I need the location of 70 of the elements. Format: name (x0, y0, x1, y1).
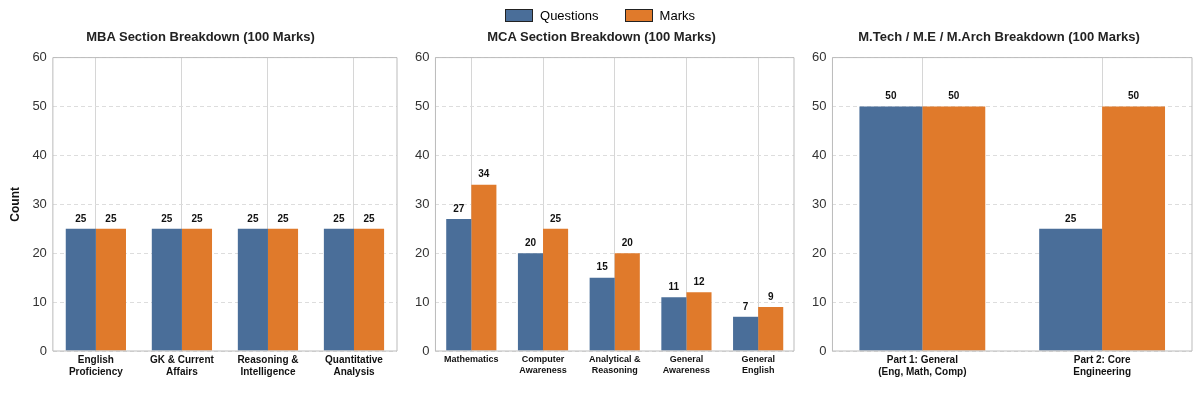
legend-label: Marks (658, 7, 695, 23)
y-tick-label: 60 (811, 49, 827, 65)
y-tick-label: 50 (414, 98, 430, 114)
chart-title: M.Tech / M.E / M.Arch Breakdown (100 Marks) (858, 29, 1140, 45)
x-tick-label: Analytical & Reasoning (588, 353, 641, 375)
y-tick-label: 40 (414, 146, 430, 162)
data-label: 25 (105, 212, 117, 224)
data-label: 20 (524, 236, 537, 248)
data-label: 20 (621, 236, 634, 248)
legend-label: Questions (539, 7, 599, 23)
data-label: 15 (596, 261, 609, 273)
data-label: 50 (948, 90, 960, 102)
chart-title: MBA Section Breakdown (100 Marks) (86, 29, 315, 45)
data-label: 34 (478, 168, 490, 180)
y-tick-label: 20 (32, 244, 47, 260)
data-label: 25 (277, 212, 289, 224)
x-tick-label: Mathematics (444, 353, 499, 364)
bar (471, 184, 497, 351)
x-tick-label: Reasoning & Intelligence (237, 353, 299, 377)
data-label: 50 (885, 90, 897, 102)
y-tick-label: 20 (811, 244, 827, 260)
x-tick-label: General Awareness (662, 353, 711, 375)
y-tick-label: 30 (32, 195, 47, 211)
y-tick-label: 0 (422, 342, 430, 358)
bar (543, 228, 569, 351)
y-tick-label: 50 (811, 98, 827, 114)
data-label: 50 (1128, 90, 1140, 102)
bar (589, 277, 615, 351)
data-label: 25 (333, 212, 345, 224)
x-tick-label: Part 1: General (Eng, Math, Comp) (878, 353, 967, 377)
data-label: 25 (191, 212, 203, 224)
bar (758, 306, 784, 351)
y-tick-label: 0 (39, 342, 47, 358)
data-label: 25 (247, 212, 259, 224)
y-tick-label: 10 (414, 293, 430, 309)
y-tick-label: 60 (32, 49, 47, 65)
x-tick-label: General English (741, 353, 775, 375)
data-label: 25 (1065, 212, 1077, 224)
x-tick-label: English Proficiency (68, 353, 124, 377)
x-tick-label: GK & Current Affairs (149, 353, 215, 377)
x-tick-label: Part 2: Core Engineering (1073, 353, 1132, 377)
data-label: 25 (75, 212, 87, 224)
y-tick-label: 60 (414, 49, 430, 65)
bar (614, 253, 640, 351)
x-tick-label: Computer Awareness (519, 353, 567, 375)
y-tick-label: 50 (32, 98, 47, 114)
data-label: 25 (363, 212, 376, 224)
y-tick-label: 40 (32, 146, 47, 162)
data-label: 25 (550, 212, 562, 224)
y-tick-label: 20 (414, 244, 430, 260)
chart-title: MCA Section Breakdown (100 Marks) (487, 29, 716, 45)
data-label: 9 (767, 290, 774, 302)
data-label: 27 (453, 202, 465, 214)
y-tick-label: 40 (811, 146, 827, 162)
y-tick-label: 0 (819, 342, 827, 358)
x-tick-label: Quantitative Analysis (325, 353, 384, 377)
y-axis-title: Count (7, 186, 22, 222)
bar (686, 292, 712, 351)
bar (446, 218, 472, 351)
y-tick-label: 30 (414, 195, 430, 211)
data-label: 11 (668, 280, 680, 292)
bar (517, 253, 544, 351)
data-label: 12 (693, 276, 705, 288)
data-label: 25 (161, 212, 173, 224)
y-tick-label: 10 (811, 293, 827, 309)
bar (733, 316, 759, 351)
data-label: 7 (742, 300, 749, 312)
bar (661, 297, 687, 351)
y-tick-label: 30 (811, 195, 827, 211)
y-tick-label: 10 (32, 293, 47, 309)
